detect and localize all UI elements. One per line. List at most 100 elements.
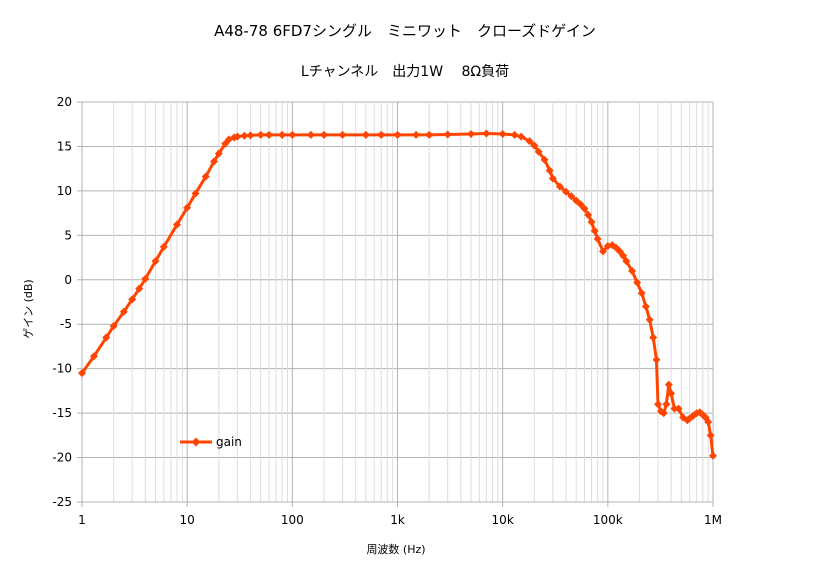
y-tick-label: 20 [57,95,72,109]
data-point [652,355,661,364]
series-layer [78,129,717,460]
data-point [233,132,242,141]
data-point [443,130,452,139]
data-point [377,130,386,139]
data-point [498,130,507,138]
y-tick-label: 0 [64,273,72,287]
legend-label: gain [216,435,242,449]
data-point [89,352,98,361]
data-point [361,130,370,139]
data-point [306,130,315,139]
data-point [633,278,642,287]
data-point [534,147,543,156]
data-point [576,200,585,209]
data-point [619,251,628,260]
legend-marker [191,437,201,447]
axes [81,102,713,503]
data-point [288,130,297,139]
data-point [201,172,210,181]
data-point [119,307,128,316]
data-point [393,130,402,139]
x-axis-label: 周波数 (Hz) [366,543,425,556]
data-point [517,132,526,141]
data-point [128,295,137,304]
data-point [590,226,599,235]
data-point [246,131,255,140]
tick-labels: 20 15 10 5 0 -5 -10 -15 -20 -25 1 10 100 1k 10k 100k 1M [52,95,722,527]
x-tick-label: 1 [78,513,86,527]
data-point [622,257,631,266]
x-tick-label: 1M [704,513,722,527]
data-point [645,315,654,324]
data-point [667,389,676,398]
data-point [545,166,554,175]
data-point [78,369,86,378]
data-point [172,220,181,229]
data-point [482,129,491,138]
data-point [338,130,347,139]
legend: gain [180,435,242,449]
data-point [240,131,249,140]
data-point [141,274,150,283]
data-point [135,284,144,293]
x-tick-label: 100k [593,513,623,527]
data-point [674,404,683,413]
data-point [214,149,223,158]
data-point [599,247,608,256]
data-point [191,189,200,198]
data-point [659,409,668,418]
data-point [654,400,663,409]
data-point [256,130,265,139]
data-point [102,333,111,342]
data-point [637,289,646,298]
x-tick-label: 10 [180,513,195,527]
data-point [555,182,564,191]
data-point [628,266,637,275]
data-point [151,257,160,266]
data-point [704,418,713,426]
data-point [548,174,557,183]
chart-subtitle: Lチャンネル 出力1W 8Ω負荷 [301,64,509,80]
data-point [319,130,328,139]
x-tick-label: 10k [492,513,514,527]
y-tick-label: -25 [52,495,72,509]
data-point [664,380,673,389]
y-tick-label: -10 [52,362,72,376]
data-point [425,130,434,139]
y-tick-label: -20 [52,451,72,465]
data-point [210,157,219,166]
data-point [540,155,549,164]
data-point [183,203,192,212]
data-point [567,192,576,201]
grid-lines [77,101,714,507]
data-point [109,322,118,330]
y-axis-label: ゲイン (dB) [22,279,35,338]
data-point [587,218,596,226]
data-point [525,137,534,146]
data-point [530,141,539,150]
y-tick-label: -15 [52,406,72,420]
y-tick-label: 10 [57,184,72,198]
data-point [221,139,230,148]
data-point [641,302,650,311]
data-point [510,130,519,139]
data-point [706,431,715,440]
data-point [265,130,274,139]
data-point [159,242,168,251]
y-tick-label: 5 [64,228,72,242]
data-point [467,130,476,138]
x-tick-label: 1k [390,513,405,527]
data-point [593,234,602,243]
data-point [278,130,287,139]
data-point [580,204,589,213]
x-tick-label: 100 [281,513,304,527]
data-point [670,404,679,413]
data-point [709,451,717,460]
data-point [649,333,658,342]
y-tick-label: 15 [57,139,72,153]
data-point [412,130,421,139]
data-point [561,187,570,196]
y-tick-label: -5 [60,317,72,331]
